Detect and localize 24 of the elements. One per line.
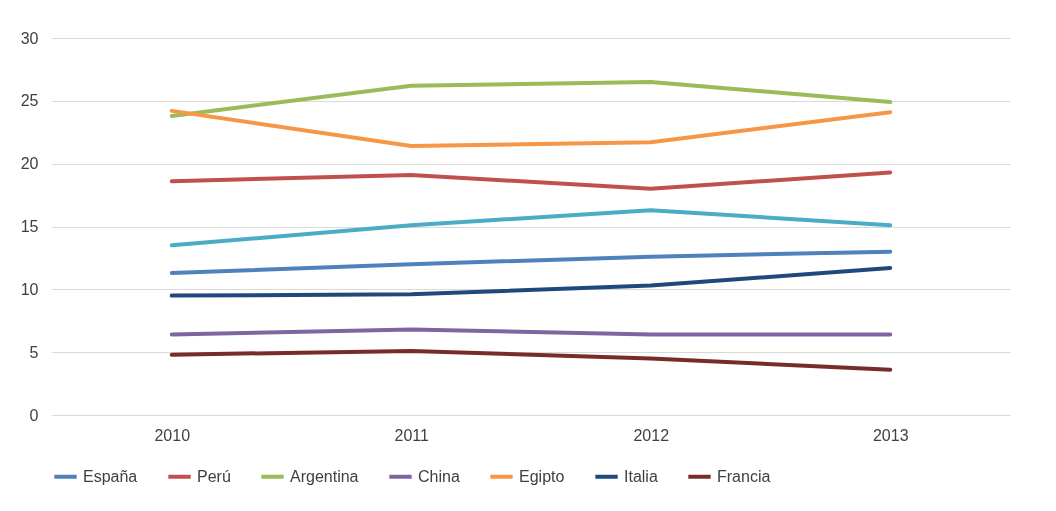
- y-tick-label: 15: [20, 218, 39, 235]
- legend-label: Perú: [197, 467, 231, 485]
- x-tick-label: 2010: [154, 426, 191, 444]
- legend-label: Argentina: [290, 467, 359, 485]
- legend-label: China: [418, 467, 460, 485]
- legend-label: España: [83, 467, 138, 485]
- legend-label: Francia: [717, 467, 771, 485]
- x-tick-label: 2012: [633, 426, 670, 444]
- y-tick-label: 0: [29, 406, 39, 424]
- y-tick-label: 25: [20, 92, 39, 110]
- y-tick-label: 5: [29, 343, 39, 361]
- line-series: [169, 108, 893, 149]
- y-tick-label: 10: [20, 280, 39, 298]
- line-series: [169, 170, 893, 191]
- line-series: [169, 249, 893, 275]
- x-tick-label: 2011: [394, 426, 430, 444]
- line-series: [169, 348, 893, 372]
- y-tick-label: 30: [20, 29, 39, 47]
- x-tick-label: 2013: [872, 426, 909, 444]
- line-series: [169, 79, 893, 118]
- y-tick-label: 20: [20, 155, 39, 173]
- legend-label: Egipto: [519, 467, 565, 485]
- line-series: [169, 265, 893, 298]
- legend-label: Italia: [624, 467, 658, 485]
